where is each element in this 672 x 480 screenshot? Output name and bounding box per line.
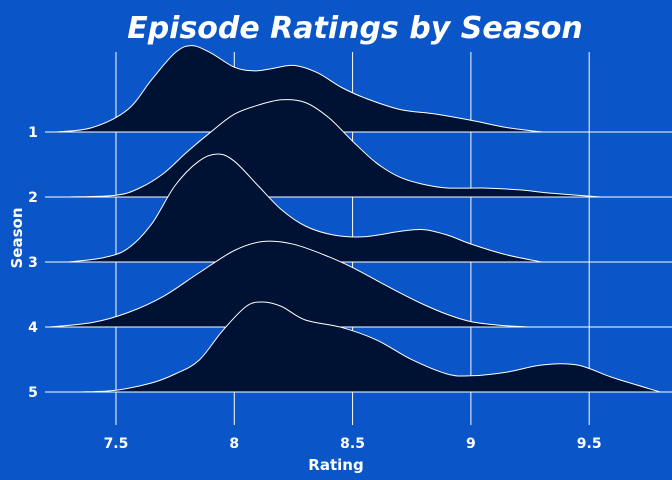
x-tick-label: 8: [229, 436, 239, 452]
y-tick-label: 2: [28, 190, 38, 206]
y-tick-label: 1: [28, 125, 38, 141]
x-tick-label: 9: [466, 436, 476, 452]
x-tick-label: 9.5: [577, 436, 602, 452]
x-tick-label: 8.5: [340, 436, 365, 452]
label-layer: 7.5 8 8.5 9 9.5 1 2 3 4 5: [28, 125, 601, 452]
ridge-season-1: [56, 45, 542, 133]
y-axis-title: Season: [8, 207, 26, 268]
ridge-season-3: [68, 153, 542, 263]
y-tick-label: 3: [28, 255, 38, 271]
y-tick-label: 5: [28, 385, 38, 401]
ridge-season-4: [49, 240, 531, 328]
chart-title: Episode Ratings by Season: [127, 11, 583, 46]
ridge-layer: [49, 45, 661, 393]
x-axis-title: Rating: [308, 456, 363, 474]
ridge-season-5: [80, 301, 661, 393]
x-tick-label: 7.5: [104, 436, 129, 452]
y-tick-label: 4: [28, 320, 38, 336]
